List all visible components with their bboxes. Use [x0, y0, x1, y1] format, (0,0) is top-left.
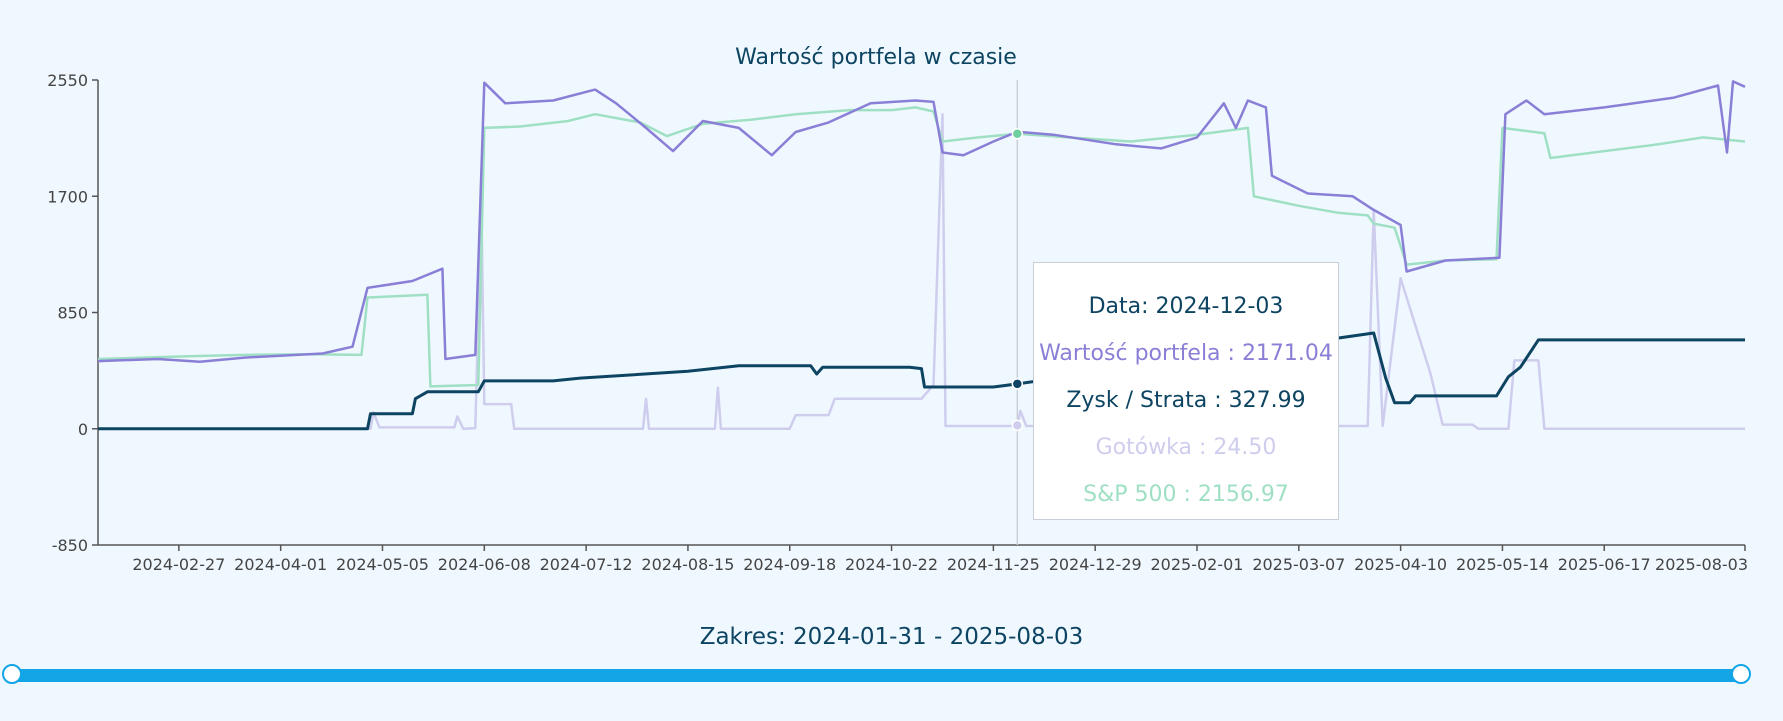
chart-lines: [97, 80, 1746, 431]
x-tick-label: 2024-12-29: [1049, 555, 1142, 574]
hover-point-profit: [1011, 378, 1024, 390]
range-slider-track[interactable]: [12, 669, 1742, 682]
x-tick-label: 2025-06-17: [1558, 555, 1651, 574]
tooltip-profit-loss: Zysk / Strata : 327.99: [1066, 388, 1306, 413]
y-tick-label: -850: [52, 536, 88, 555]
hover-point-cash: [1011, 419, 1024, 432]
x-tick-label: 2025-02-01: [1151, 555, 1244, 574]
x-tick-label: 2025-08-03: [1655, 555, 1748, 574]
x-tick-label: 2024-11-25: [947, 555, 1040, 574]
chart-axes: 2550 1700 850 0 -850 2024-02-27 2024-04-01 2024…: [47, 71, 1748, 574]
line-chart: Wartość portfela w czasie 2550 1700 850 0 -8…: [47, 45, 1748, 574]
y-tick-label: 2550: [47, 71, 88, 90]
x-tick-label: 2024-07-12: [540, 555, 633, 574]
y-tick-label: 0: [78, 420, 88, 439]
x-tick-label: 2025-04-10: [1354, 555, 1447, 574]
tooltip-portfolio-value: Wartość portfela : 2171.04: [1039, 341, 1333, 366]
x-tick-label: 2024-02-27: [132, 555, 225, 574]
hover-indicator: [1011, 80, 1024, 545]
hover-point-sp500: [1011, 128, 1024, 140]
x-tick-label: 2024-09-18: [743, 555, 836, 574]
y-tick-label: 850: [57, 304, 88, 323]
x-tick-label: 2024-06-08: [438, 555, 531, 574]
x-tick-label: 2024-08-15: [641, 555, 734, 574]
range-slider-end-handle[interactable]: [1731, 664, 1751, 684]
tooltip-cash: Gotówka : 24.50: [1095, 435, 1277, 460]
y-tick-label: 1700: [47, 187, 88, 206]
x-tick-label: 2025-03-07: [1252, 555, 1345, 574]
chart-title: Wartość portfela w czasie: [735, 45, 1017, 70]
chart-tooltip: Data: 2024-12-03 Wartość portfela : 2171…: [1033, 262, 1339, 520]
range-label: Zakres: 2024-01-31 - 2025-08-03: [699, 624, 1084, 650]
series-line-got-wka: [98, 112, 1745, 431]
x-tick-label: 2025-05-14: [1456, 555, 1549, 574]
tooltip-sp500: S&P 500 : 2156.97: [1083, 482, 1289, 507]
series-line-zysk-strata: [98, 331, 1745, 431]
x-tick-label: 2024-10-22: [845, 555, 938, 574]
tooltip-date: Data: 2024-12-03: [1088, 294, 1284, 319]
series-line-warto-portfela: [97, 80, 1746, 363]
x-tick-label: 2024-05-05: [336, 555, 429, 574]
series-line-s-p-500: [97, 106, 1746, 388]
x-tick-label: 2024-04-01: [234, 555, 327, 574]
range-slider-start-handle[interactable]: [2, 664, 22, 684]
